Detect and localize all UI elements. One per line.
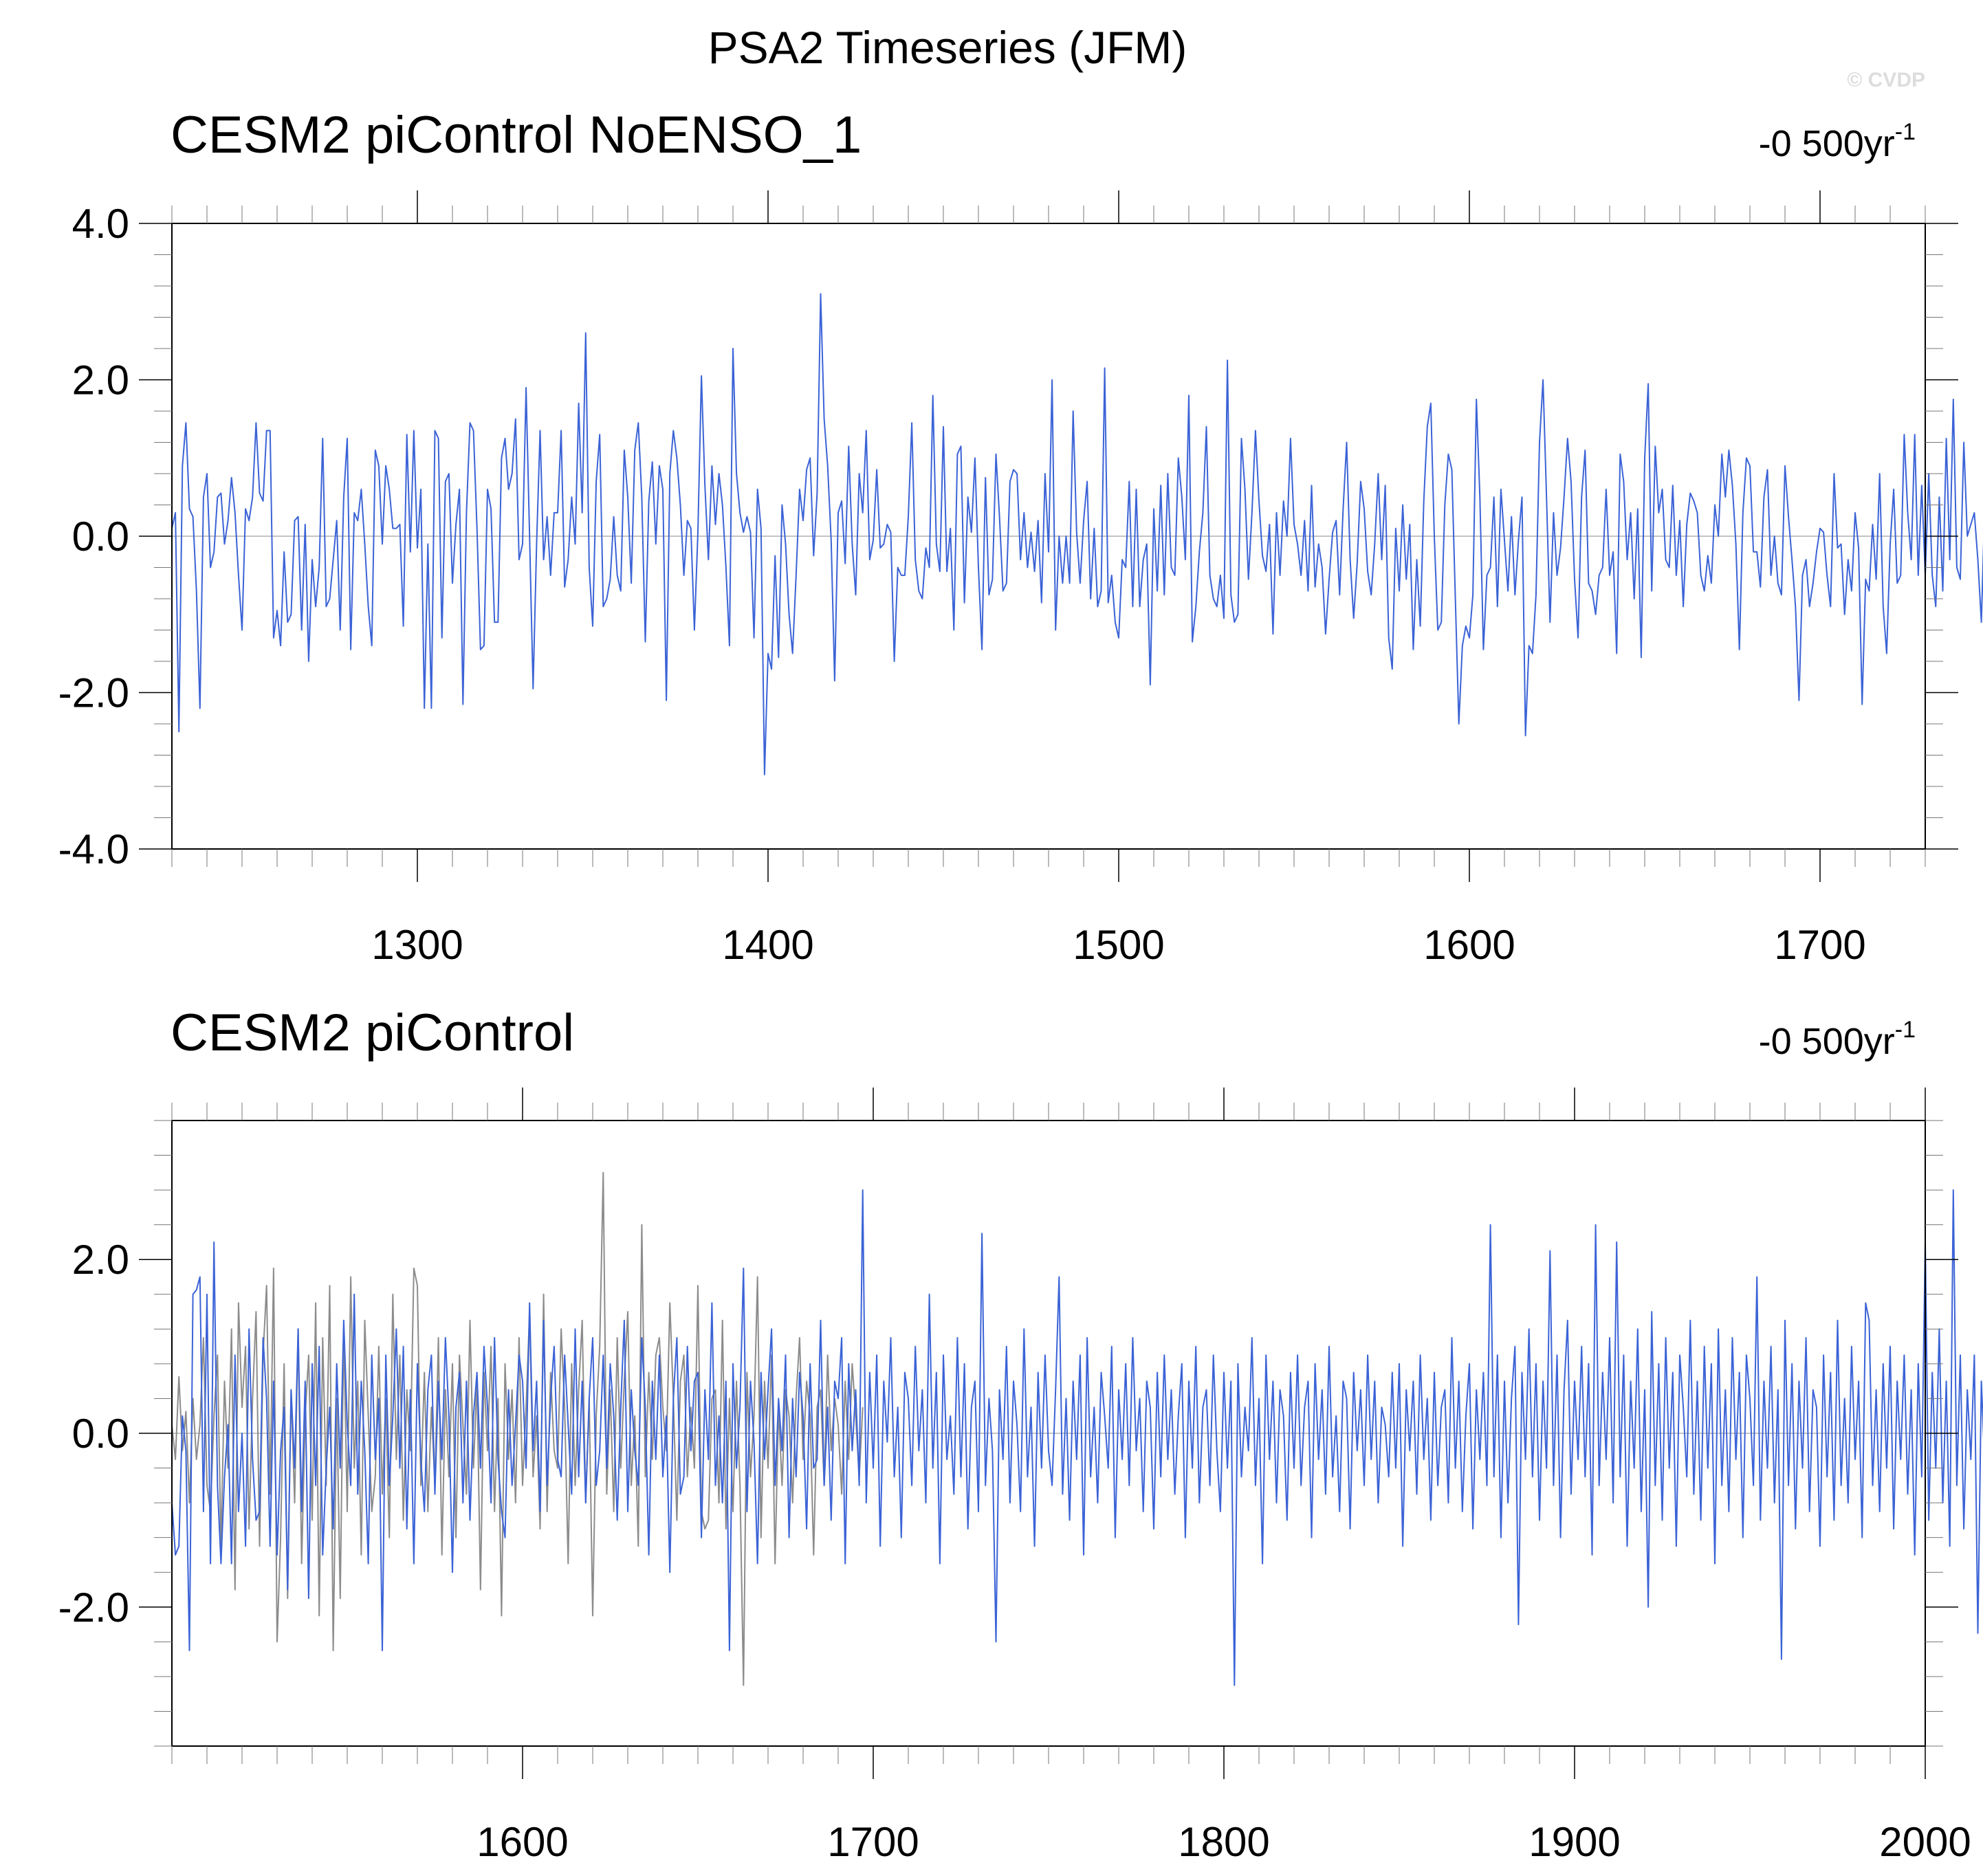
figure-title: PSA2 Timeseries (JFM): [708, 22, 1187, 73]
panel-title: CESM2 piControl NoENSO_1: [171, 106, 862, 164]
watermark: © CVDP: [1847, 69, 1925, 91]
x-tick-label: 1300: [371, 922, 463, 968]
trend-value: -0 500yr: [1759, 1021, 1895, 1062]
x-tick-label: 1500: [1073, 922, 1164, 968]
trend-label: -0 500yr-1: [1759, 1017, 1916, 1062]
trend-value: -0 500yr: [1759, 123, 1895, 164]
y-tick-label: -2.0: [58, 670, 129, 716]
chart-panel-picontrol: CESM2 piControl -0 500yr-1 -2.0 0.0 2.0 1600 1…: [58, 1004, 1983, 1865]
series-line-0: [171, 293, 1983, 775]
x-tick-label: 1600: [1423, 922, 1515, 968]
series-line-1: [171, 1189, 1983, 1686]
panel-title: CESM2 piControl: [171, 1004, 574, 1062]
trend-label: -0 500yr-1: [1759, 119, 1916, 164]
series-line-0: [171, 1171, 864, 1686]
trend-exponent: -1: [1895, 1017, 1916, 1043]
y-tick-label: 2.0: [72, 1237, 129, 1283]
x-tick-label: 1900: [1529, 1819, 1620, 1865]
x-tick-label: 1600: [476, 1819, 568, 1865]
chart-panel-noenso: CESM2 piControl NoENSO_1 -0 500yr-1 -4.0 -2…: [58, 106, 1983, 968]
y-tick-label: -2.0: [58, 1585, 129, 1631]
y-tick-label: -4.0: [58, 826, 129, 872]
trend-exponent: -1: [1895, 119, 1916, 145]
x-tick-label: 1700: [827, 1819, 919, 1865]
y-tick-label: 0.0: [72, 1411, 129, 1457]
y-tick-label: 4.0: [72, 201, 129, 247]
y-tick-label: 2.0: [72, 357, 129, 404]
x-tick-label: 2000: [1879, 1819, 1971, 1865]
y-tick-label: 0.0: [72, 514, 129, 560]
x-tick-label: 1800: [1178, 1819, 1269, 1865]
x-tick-label: 1700: [1774, 922, 1865, 968]
x-tick-label: 1400: [722, 922, 813, 968]
